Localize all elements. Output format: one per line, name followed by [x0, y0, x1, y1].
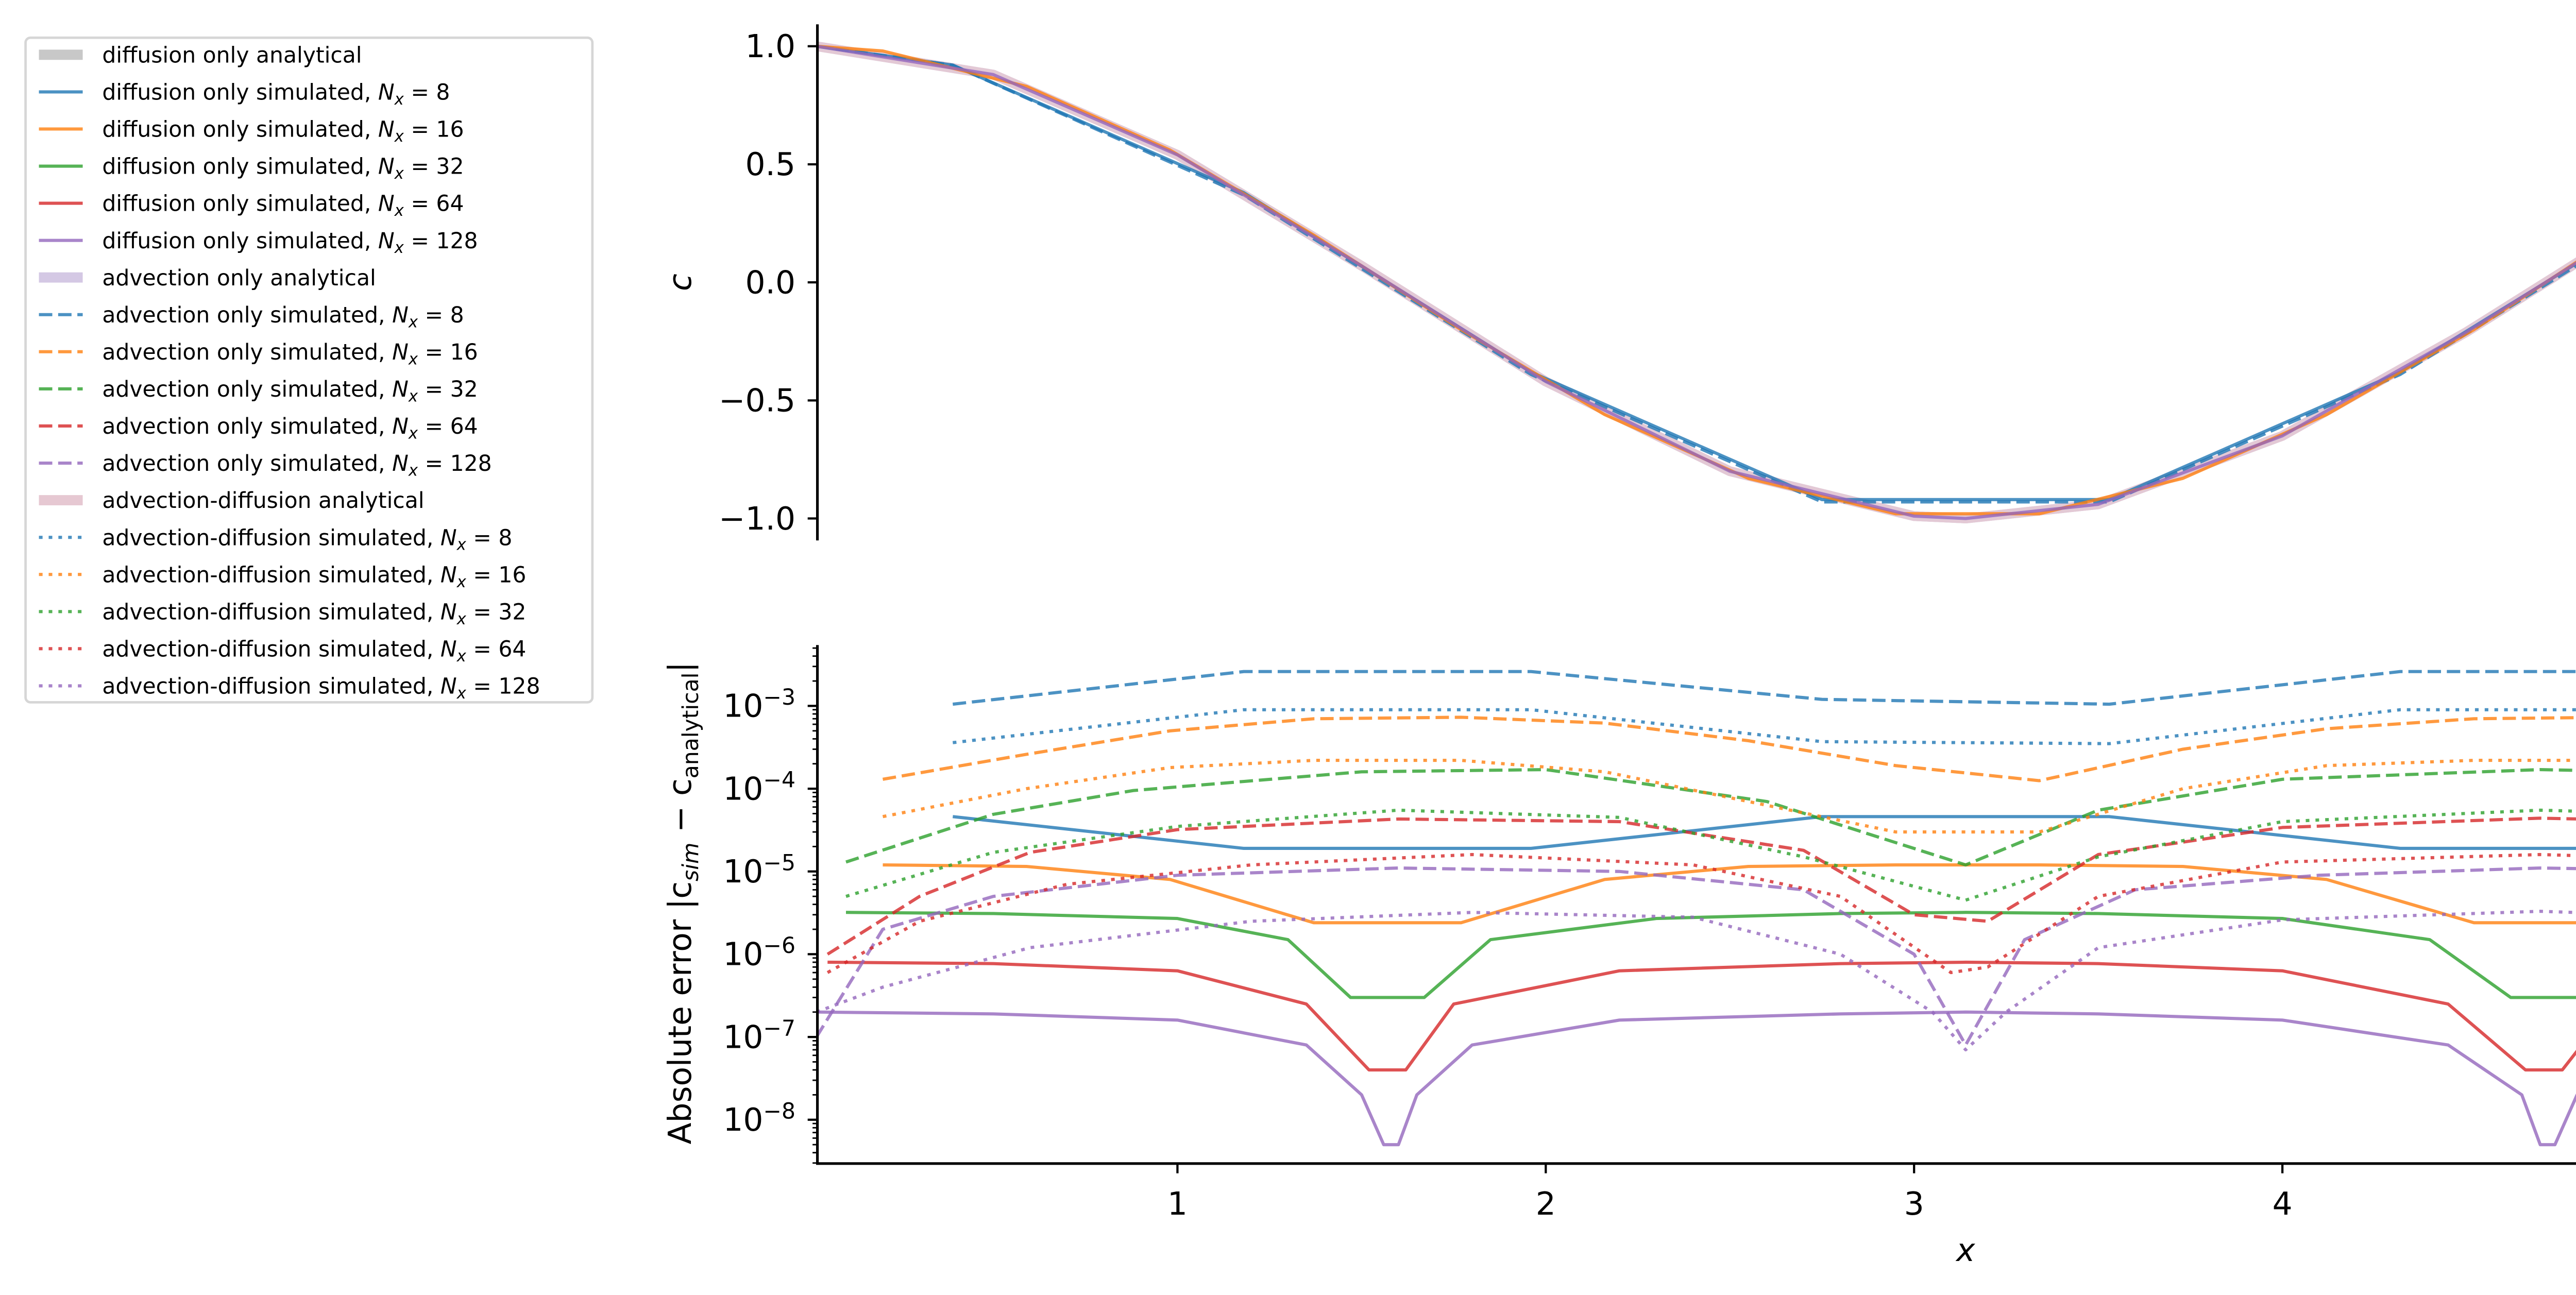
legend-entry: diffusion only simulated, Nx = 128 — [39, 229, 478, 257]
series-line — [826, 853, 2576, 975]
legend-left: diffusion only analytical diffusion only … — [24, 36, 594, 704]
legend-entry: diffusion only simulated, Nx = 32 — [39, 155, 464, 183]
y-tick-label: 0.0 — [745, 264, 795, 301]
y-tick-label: 10−5 — [723, 850, 795, 890]
bottom-x-ticks: 123456 — [1167, 1163, 2293, 1222]
top-axes-concentration: 1.0 0.5 0.0 −0.5 −1.0 c — [662, 24, 2576, 541]
x-tick-label: 4 — [2273, 1186, 2293, 1222]
bottom-y-axis-label: Absolute error |csim − canalytical| — [662, 662, 704, 1145]
legend-label: advection-diffusion simulated, Nx = 64 — [102, 637, 526, 665]
legend-label: advection-diffusion simulated, Nx = 32 — [102, 600, 526, 628]
series-line — [845, 911, 2576, 999]
legend-label: advection only simulated, Nx = 8 — [102, 303, 464, 331]
x-tick-label: 1 — [1167, 1186, 1188, 1222]
y-tick-label: 1.0 — [745, 28, 795, 65]
legend-entry: diffusion only simulated, Nx = 8 — [39, 80, 450, 109]
legend-entry: advection-diffusion simulated, Nx = 64 — [39, 637, 526, 666]
legend-label: advection only analytical — [102, 266, 376, 291]
series-line — [953, 815, 2576, 850]
legend-label: advection only simulated, Nx = 64 — [102, 414, 478, 442]
bottom-x-axis-label: x — [1955, 1232, 1975, 1269]
series-line — [953, 708, 2576, 745]
legend-entry: diffusion only simulated, Nx = 64 — [39, 192, 464, 220]
legend-entry: advection-diffusion simulated, Nx = 128 — [39, 674, 540, 703]
series-line — [817, 44, 2576, 504]
legend-label: advection-diffusion simulated, Nx = 128 — [102, 674, 540, 703]
legend-entry: diffusion only simulated, Nx = 16 — [39, 117, 464, 146]
legend-entry: advection-diffusion simulated, Nx = 32 — [39, 600, 526, 628]
legend-label: diffusion only simulated, Nx = 64 — [102, 192, 464, 220]
series-line — [817, 910, 2576, 1052]
bottom-plot-lines — [817, 670, 2576, 1147]
series-line — [882, 759, 2576, 834]
legend-entry: advection only simulated, Nx = 128 — [39, 451, 492, 480]
legend-label: diffusion only simulated, Nx = 128 — [102, 229, 478, 257]
y-tick-label: −0.5 — [719, 383, 795, 419]
x-tick-label: 3 — [1904, 1186, 1924, 1222]
legend-entry: advection-diffusion simulated, Nx = 16 — [39, 563, 526, 591]
legend-entry: advection only analytical — [39, 266, 376, 291]
legend-label: advection only simulated, Nx = 128 — [102, 451, 492, 480]
legend-label: advection only simulated, Nx = 16 — [102, 340, 478, 368]
legend-entry: advection-diffusion analytical — [39, 488, 425, 514]
series-line — [826, 816, 2576, 956]
series-line — [817, 44, 2576, 520]
legend-label: diffusion only simulated, Nx = 8 — [102, 80, 450, 108]
y-tick-label: 10−6 — [723, 933, 795, 973]
y-tick-label: 10−8 — [723, 1099, 795, 1138]
y-tick-label: 10−3 — [723, 685, 795, 725]
legend-label: diffusion only analytical — [102, 43, 362, 68]
legend-left-items: diffusion only analytical diffusion only … — [39, 43, 540, 703]
series-line — [817, 1010, 2576, 1147]
legend-entry: advection only simulated, Nx = 64 — [39, 414, 478, 443]
top-plot-lines — [817, 41, 2576, 523]
legend-entry: advection only simulated, Nx = 16 — [39, 340, 478, 368]
series-line — [845, 768, 2576, 867]
legend-entry: advection only simulated, Nx = 32 — [39, 377, 478, 405]
y-tick-label: 0.5 — [745, 146, 795, 183]
bottom-axes-absolute-error: 10−310−410−510−610−710−8 123456 x Absolu… — [662, 645, 2576, 1269]
y-tick-label: −1.0 — [719, 501, 795, 537]
legend-label: diffusion only simulated, Nx = 32 — [102, 155, 464, 183]
top-y-axis-label: c — [662, 274, 699, 291]
y-tick-label: 10−4 — [723, 768, 795, 808]
legend-label: advection only simulated, Nx = 32 — [102, 377, 478, 405]
legend-label: advection-diffusion simulated, Nx = 8 — [102, 525, 512, 554]
legend-label: diffusion only simulated, Nx = 16 — [102, 117, 464, 146]
y-tick-label: 10−7 — [723, 1016, 795, 1056]
top-y-ticks: 1.0 0.5 0.0 −0.5 −1.0 — [719, 28, 818, 537]
legend-label: advection-diffusion analytical — [102, 488, 424, 514]
legend-entry: diffusion only analytical — [39, 43, 362, 68]
series-line — [817, 866, 2576, 1047]
legend-entry: advection-diffusion simulated, Nx = 8 — [39, 525, 512, 554]
legend-left-frame — [24, 36, 594, 704]
legend-label: advection-diffusion simulated, Nx = 16 — [102, 563, 526, 591]
bottom-y-ticks: 10−3 10−4 10−5 10−6 10−7 10−8 — [723, 647, 818, 1164]
series-line — [827, 960, 2576, 1072]
legend-entry: advection only simulated, Nx = 8 — [39, 303, 464, 331]
x-tick-label: 2 — [1536, 1186, 1556, 1222]
